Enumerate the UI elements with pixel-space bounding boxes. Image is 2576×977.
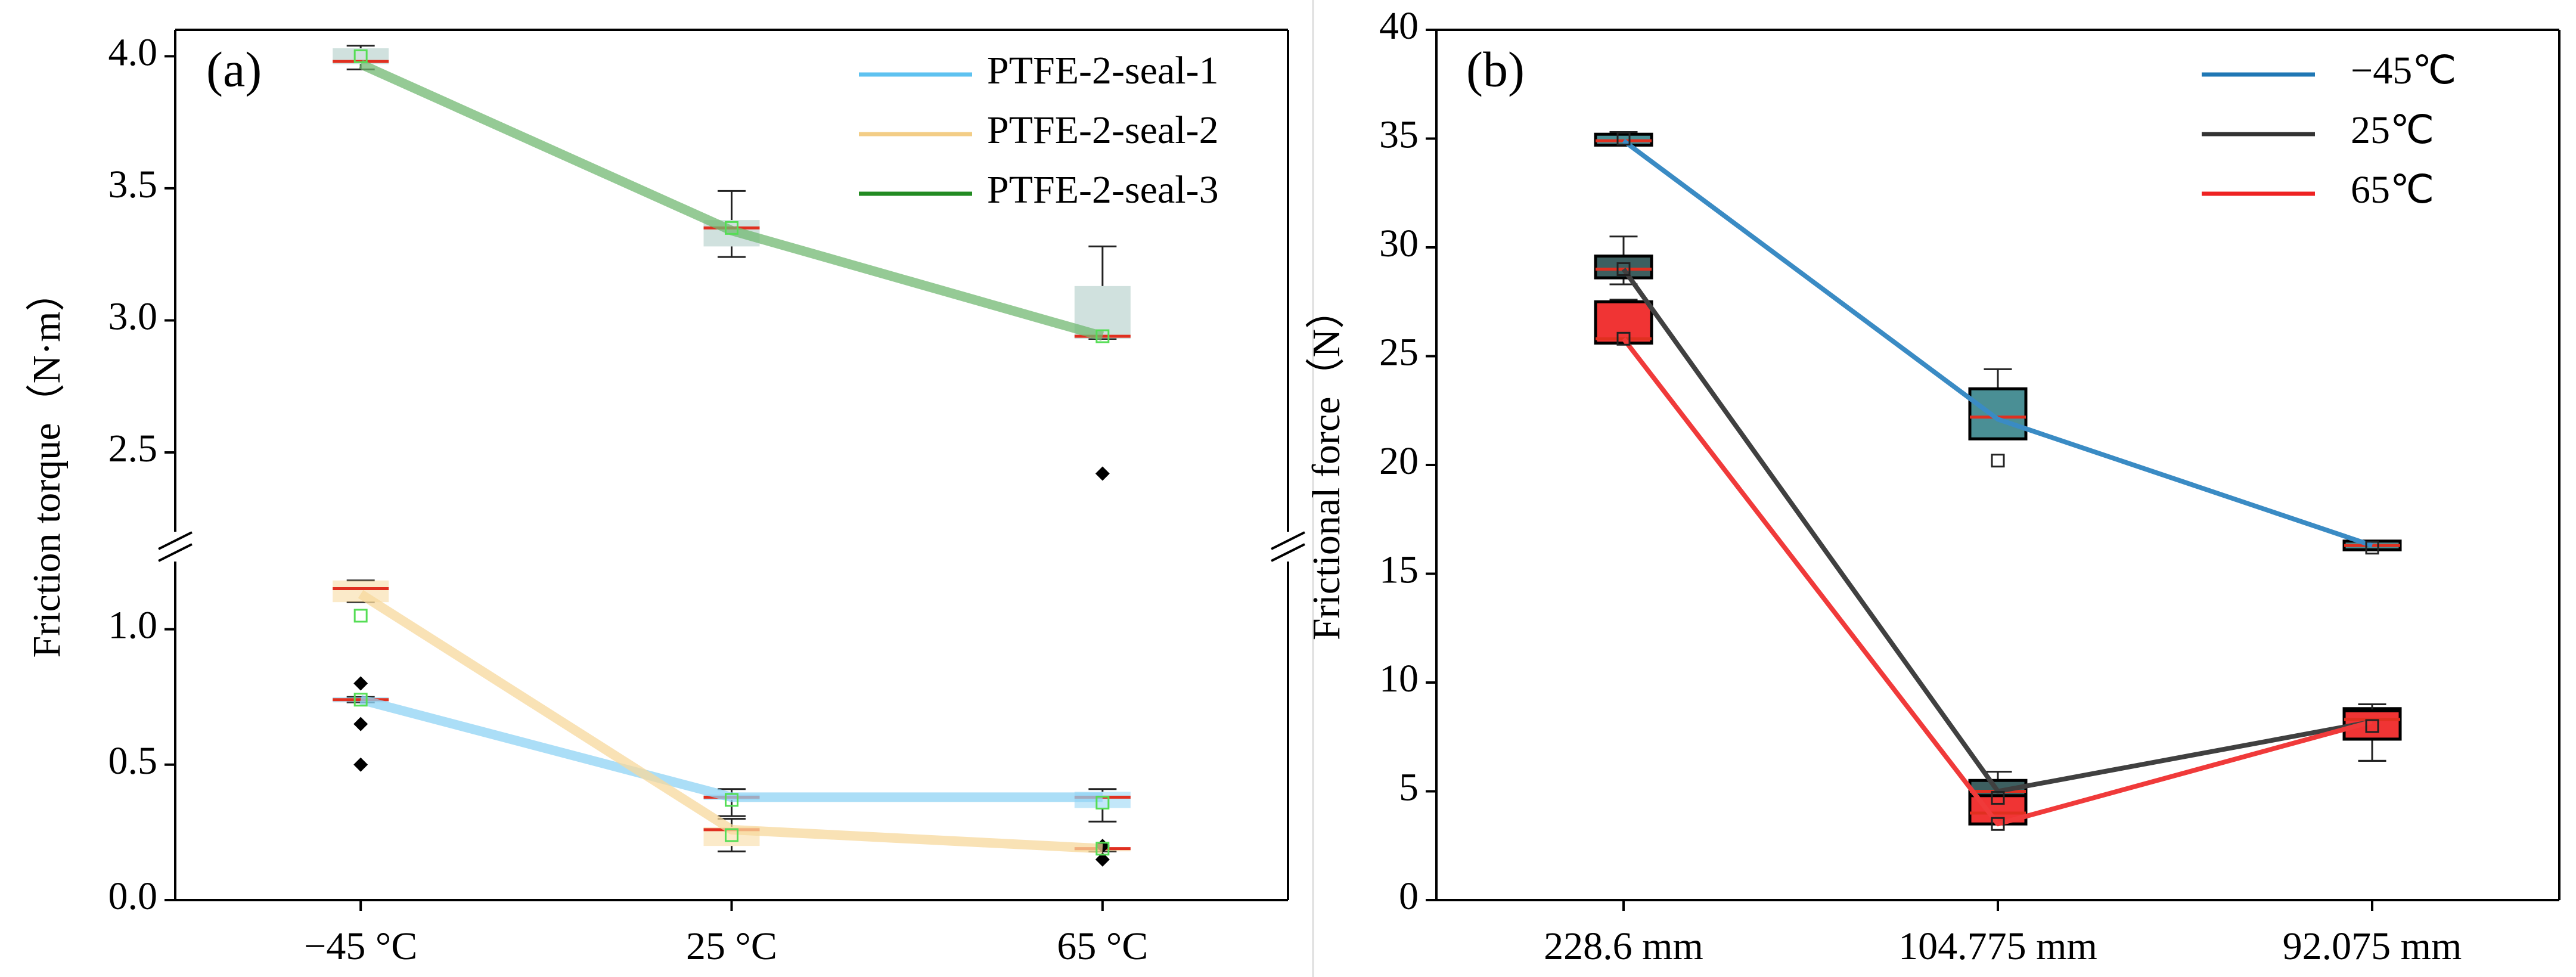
- y-tick-label: 3.0: [108, 295, 158, 339]
- axis-break: [1271, 543, 1305, 562]
- legend-label: 25℃: [2351, 108, 2434, 152]
- y-tick-label: 30: [1379, 222, 1419, 265]
- panel-label: (a): [206, 42, 262, 97]
- series-line: [1621, 268, 2373, 794]
- mean-marker: [725, 221, 738, 235]
- box: [1594, 255, 1653, 280]
- mean-marker: [1991, 790, 2005, 805]
- mean-marker: [1616, 331, 1631, 346]
- y-tick-label: 0.0: [108, 874, 158, 918]
- y-axis-label: Frictional force（N）: [1305, 290, 1348, 640]
- x-tick-label: −45 °C: [304, 925, 417, 968]
- mean-marker: [1991, 454, 2005, 468]
- y-tick-label: 0.5: [108, 739, 158, 783]
- box: [1968, 387, 2028, 441]
- mean-marker: [1095, 842, 1110, 856]
- mean-marker: [1095, 795, 1110, 809]
- mean-marker: [1616, 262, 1631, 276]
- y-tick-label: 15: [1379, 548, 1419, 592]
- outlier: [1095, 466, 1110, 481]
- legend-label: PTFE-2-seal-1: [987, 49, 1219, 92]
- outlier: [353, 676, 368, 691]
- series-line: [1622, 138, 2373, 548]
- axis-break: [1271, 531, 1305, 550]
- legend-label: −45℃: [2351, 49, 2456, 92]
- series-line: [358, 60, 1104, 341]
- mean-marker: [353, 49, 368, 63]
- outlier: [353, 717, 368, 731]
- box: [1594, 300, 1653, 345]
- y-tick-label: 40: [1379, 4, 1419, 48]
- panel-label: (b): [1466, 42, 1525, 97]
- y-tick-label: 10: [1379, 657, 1419, 700]
- y-tick-label: 4.0: [108, 30, 158, 74]
- mean-marker: [2365, 719, 2379, 733]
- mean-marker: [2365, 541, 2379, 555]
- series-line: [1621, 337, 2373, 827]
- mean-marker: [353, 693, 368, 707]
- y-tick-label: 25: [1379, 331, 1419, 374]
- y-tick-label: 1.0: [108, 604, 158, 647]
- y-tick-label: 5: [1399, 766, 1419, 809]
- mean-marker: [353, 609, 368, 623]
- mean-marker: [1095, 329, 1110, 343]
- outlier: [353, 757, 368, 772]
- mean-marker: [1616, 132, 1631, 145]
- y-tick-label: 3.5: [108, 163, 158, 206]
- legend-label: PTFE-2-seal-2: [987, 108, 1219, 152]
- series-line: [359, 695, 1103, 802]
- x-tick-label: 92.075 mm: [2283, 925, 2462, 968]
- x-tick-label: 25 °C: [686, 925, 777, 968]
- mean-marker: [1991, 817, 2005, 831]
- y-tick-label: 35: [1379, 113, 1419, 157]
- y-tick-label: 0: [1399, 874, 1419, 918]
- x-tick-label: 104.775 mm: [1898, 925, 2097, 968]
- x-tick-label: 228.6 mm: [1544, 925, 1703, 968]
- mean-marker: [725, 828, 738, 842]
- outlier: [1095, 852, 1110, 867]
- y-axis-label: Friction torque（N·m）: [25, 272, 69, 657]
- axis-break: [158, 543, 193, 562]
- axis-break: [158, 531, 193, 550]
- legend-label: PTFE-2-seal-3: [987, 168, 1219, 212]
- y-tick-label: 2.5: [108, 427, 158, 470]
- legend-label: 65℃: [2351, 168, 2434, 212]
- x-tick-label: 65 °C: [1057, 925, 1148, 968]
- y-tick-label: 20: [1379, 439, 1419, 483]
- mean-marker: [725, 793, 738, 807]
